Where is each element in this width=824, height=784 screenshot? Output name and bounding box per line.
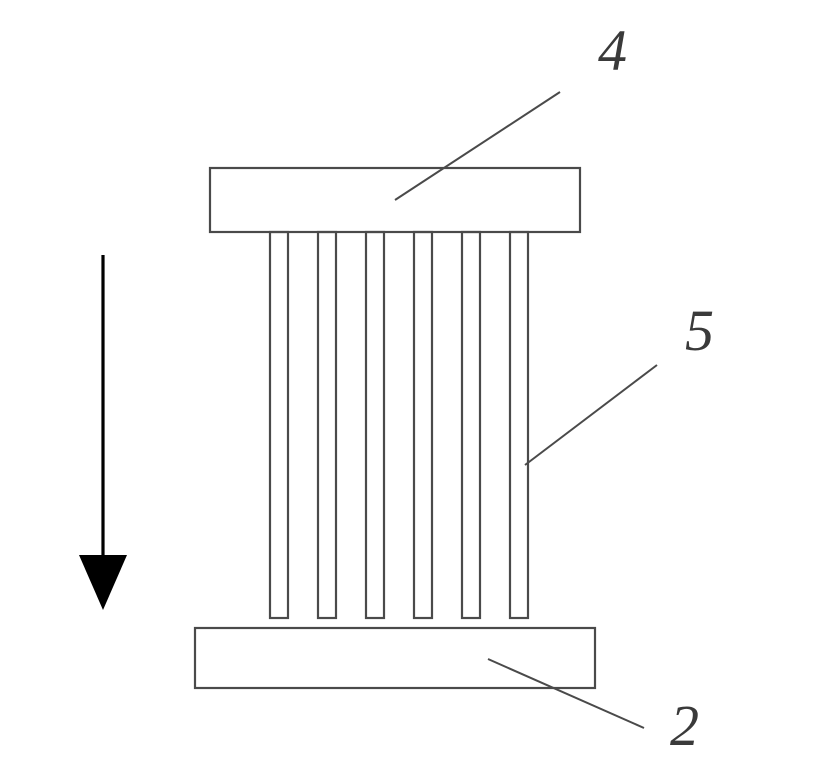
pillar-3 [366, 232, 384, 618]
arrow-head-icon [79, 555, 127, 610]
callout-line-label2 [488, 659, 644, 728]
label-label4: 4 [598, 18, 627, 83]
callout-line-label4 [395, 92, 560, 200]
label-label2: 2 [670, 693, 699, 758]
pillar-1 [270, 232, 288, 618]
pillar-6 [510, 232, 528, 618]
pillar-2 [318, 232, 336, 618]
callout-line-label5 [525, 365, 657, 465]
label-label5: 5 [685, 298, 714, 363]
pillar-5 [462, 232, 480, 618]
pillar-4 [414, 232, 432, 618]
